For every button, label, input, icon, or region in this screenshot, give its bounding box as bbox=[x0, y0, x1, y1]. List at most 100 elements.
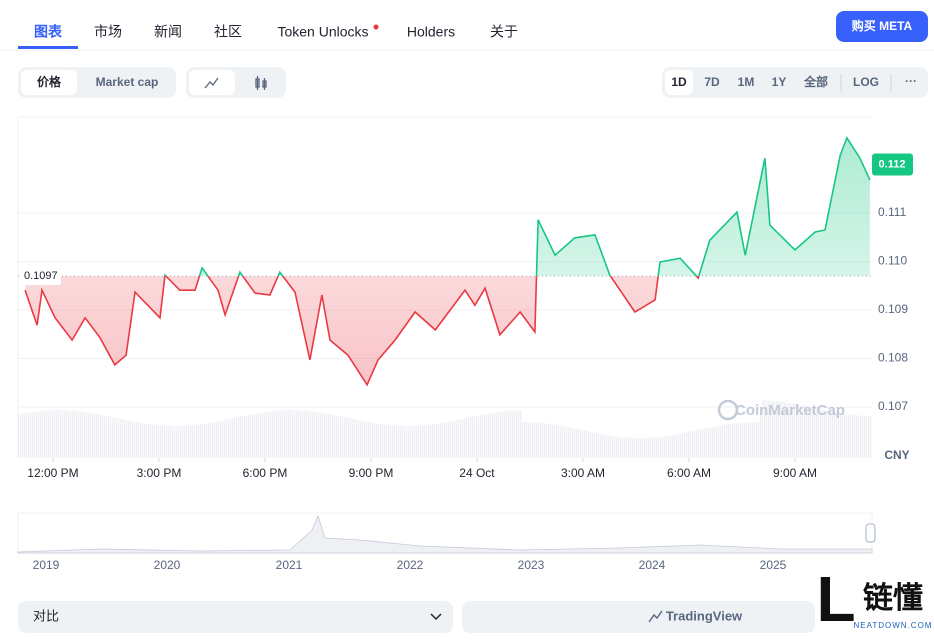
tab[interactable]: 市场 bbox=[94, 24, 122, 40]
volume-bar bbox=[530, 422, 532, 458]
volume-bar bbox=[450, 421, 452, 458]
volume-bar bbox=[752, 422, 754, 458]
volume-bar bbox=[186, 425, 188, 458]
volume-bar bbox=[106, 415, 108, 458]
volume-bar bbox=[740, 422, 742, 458]
range-active[interactable] bbox=[665, 70, 693, 95]
volume-bar bbox=[52, 410, 54, 458]
volume-bar bbox=[414, 425, 416, 458]
volume-bar bbox=[60, 410, 62, 458]
toggle-active[interactable] bbox=[21, 70, 77, 95]
tab[interactable]: Token Unlocks bbox=[277, 24, 368, 40]
volume-bar bbox=[432, 424, 434, 458]
volume-bar bbox=[220, 420, 222, 458]
volume-bar bbox=[394, 425, 396, 458]
more[interactable]: ··· bbox=[905, 74, 917, 88]
candle-icon[interactable] bbox=[255, 76, 267, 90]
volume-bar bbox=[426, 424, 428, 458]
range[interactable]: 1M bbox=[738, 75, 755, 89]
volume-bar bbox=[164, 425, 166, 458]
volume-bar bbox=[22, 413, 24, 458]
badge-dot bbox=[373, 24, 379, 30]
buy-button[interactable] bbox=[836, 11, 928, 42]
volume-bar bbox=[324, 413, 326, 458]
volume-bar bbox=[408, 425, 410, 458]
volume-bar bbox=[712, 426, 714, 458]
line-type[interactable] bbox=[189, 70, 235, 95]
volume-bar bbox=[316, 411, 318, 458]
volume-bar bbox=[56, 410, 58, 458]
volume-bar bbox=[860, 415, 862, 458]
volume-bar bbox=[260, 412, 262, 458]
volume-bar bbox=[100, 414, 102, 458]
volume-bar bbox=[50, 410, 52, 458]
volume-bar bbox=[114, 417, 116, 458]
volume-bar bbox=[768, 400, 770, 458]
volume-bar bbox=[582, 430, 584, 458]
volume-bar bbox=[846, 414, 848, 458]
volume-bar bbox=[346, 417, 348, 458]
volume-bar bbox=[730, 423, 732, 458]
volume-bar bbox=[792, 403, 794, 458]
tab[interactable]: 图表 bbox=[34, 24, 63, 40]
range[interactable]: 7D bbox=[704, 75, 720, 89]
volume-bar bbox=[236, 417, 238, 458]
volume-bar bbox=[734, 423, 736, 458]
currency: CNY bbox=[884, 448, 909, 462]
navigator-handle[interactable] bbox=[865, 523, 876, 543]
volume-bar bbox=[206, 423, 208, 458]
volume-bar bbox=[518, 410, 520, 458]
volume-bar bbox=[88, 412, 90, 458]
area-below bbox=[25, 276, 870, 385]
compare-select[interactable] bbox=[18, 601, 453, 633]
volume-bar bbox=[810, 407, 812, 458]
volume-bar bbox=[392, 425, 394, 458]
volume-bar bbox=[38, 411, 40, 458]
volume-bar bbox=[72, 410, 74, 458]
tab[interactable]: 新闻 bbox=[154, 24, 182, 40]
volume-bar bbox=[794, 403, 796, 458]
volume-bar bbox=[172, 425, 174, 458]
year-label: 2020 bbox=[154, 558, 181, 572]
volume-bar bbox=[78, 411, 80, 458]
volume-bar bbox=[46, 410, 48, 458]
volume-bar bbox=[532, 422, 534, 458]
volume-bar bbox=[314, 411, 316, 458]
volume-bar bbox=[446, 421, 448, 458]
volume-bar bbox=[864, 415, 866, 458]
range[interactable]: 1Y bbox=[772, 75, 787, 89]
range[interactable]: 1D bbox=[671, 75, 687, 89]
volume-bar bbox=[456, 419, 458, 458]
volume-bar bbox=[198, 424, 200, 458]
compare-label: 对比 bbox=[33, 608, 59, 623]
volume-bar bbox=[652, 437, 654, 458]
volume-bar bbox=[70, 410, 72, 458]
volume-bar bbox=[44, 410, 46, 458]
volume-bar bbox=[364, 421, 366, 458]
volume-bar bbox=[436, 423, 438, 458]
range[interactable]: 全部 bbox=[803, 74, 828, 89]
price-tag-label: 0.112 bbox=[879, 158, 906, 170]
volume-bar bbox=[778, 401, 780, 458]
watermark: CoinMarketCap bbox=[735, 402, 845, 419]
volume-bar bbox=[578, 429, 580, 458]
volume-bar bbox=[244, 415, 246, 458]
tradingview-button[interactable] bbox=[462, 601, 815, 633]
volume-bar bbox=[750, 422, 752, 458]
toggle-label[interactable]: Market cap bbox=[96, 75, 159, 89]
tab[interactable]: 关于 bbox=[490, 24, 518, 40]
volume-bar bbox=[410, 425, 412, 458]
tab[interactable]: Holders bbox=[407, 24, 455, 40]
volume-bar bbox=[256, 413, 258, 458]
x-tick-label: 6:00 PM bbox=[243, 466, 288, 480]
volume-bar bbox=[520, 410, 522, 458]
volume-bar bbox=[418, 425, 420, 458]
volume-bar bbox=[338, 415, 340, 458]
volume-bar bbox=[146, 423, 148, 458]
baseline-tag bbox=[21, 267, 61, 286]
tab[interactable]: 社区 bbox=[214, 24, 242, 40]
volume-bar bbox=[610, 435, 612, 458]
volume-bar bbox=[698, 429, 700, 458]
volume-bar bbox=[800, 405, 802, 458]
range[interactable]: LOG bbox=[853, 75, 879, 89]
